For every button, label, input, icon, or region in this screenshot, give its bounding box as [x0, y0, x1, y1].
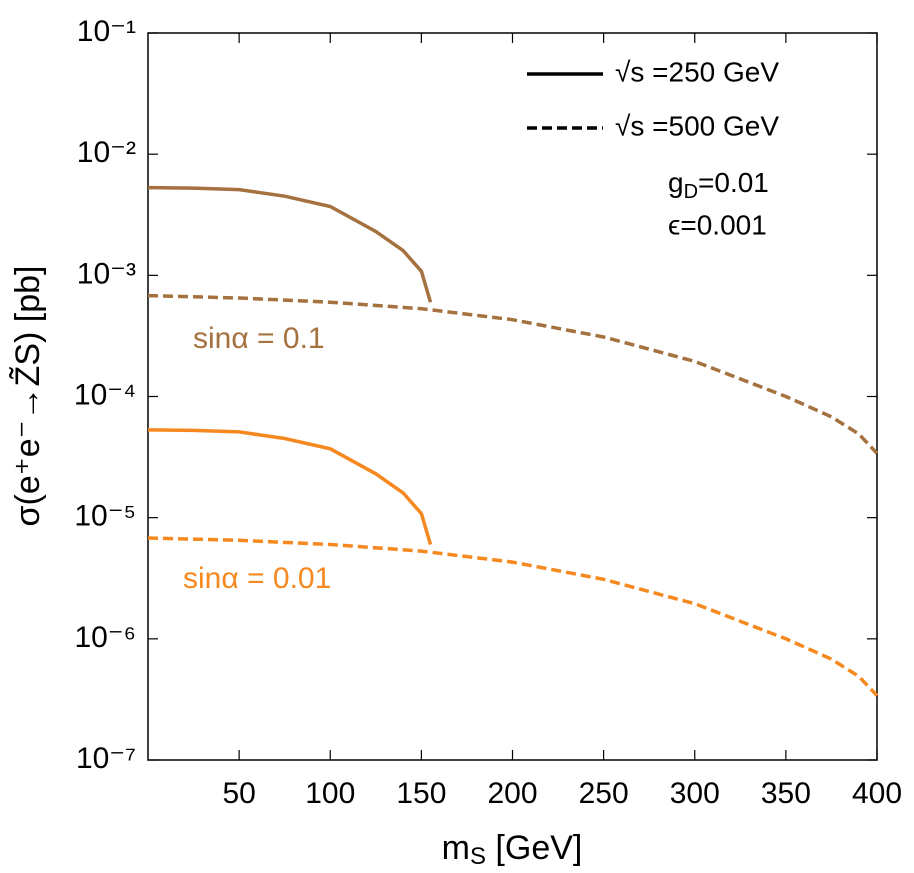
- plot-frame: [147, 32, 878, 761]
- x-tick-label: 50: [222, 777, 255, 810]
- epsilon-label: ϵ=0.001: [668, 209, 767, 240]
- y-tick-label: 10⁻⁷: [76, 742, 136, 775]
- y-tick-label: 10⁻⁶: [74, 621, 136, 654]
- x-tick-label: 250: [579, 777, 629, 810]
- x-tick-label: 300: [670, 777, 720, 810]
- y-tick-label: 10⁻⁵: [74, 500, 136, 533]
- y-tick-label: 10⁻⁴: [74, 378, 136, 411]
- x-tick-label: 100: [305, 777, 355, 810]
- y-axis-label: σ(e⁺e⁻→Z̃S) [pb]: [8, 266, 47, 527]
- x-tick-label: 400: [852, 777, 902, 810]
- series-line: [147, 536, 879, 697]
- y-tick-label: 10⁻²: [77, 136, 136, 169]
- legend-label: √s =250 GeV: [615, 56, 779, 87]
- series-line: [147, 293, 879, 455]
- annotation: sinα = 0.1: [193, 322, 325, 355]
- x-axis-label: mS [GeV]: [442, 829, 583, 870]
- x-tick-label: 200: [487, 777, 537, 810]
- x-tick-label: 350: [761, 777, 811, 810]
- coupling-label: gD=0.01: [668, 167, 769, 203]
- series-line: [147, 185, 433, 303]
- legend-label: √s =500 GeV: [615, 110, 779, 141]
- series-line: [147, 428, 433, 545]
- y-tick-label: 10⁻¹: [77, 15, 136, 48]
- x-tick-label: 150: [396, 777, 446, 810]
- annotation: sinα = 0.01: [183, 562, 331, 595]
- y-tick-label: 10⁻³: [77, 257, 136, 290]
